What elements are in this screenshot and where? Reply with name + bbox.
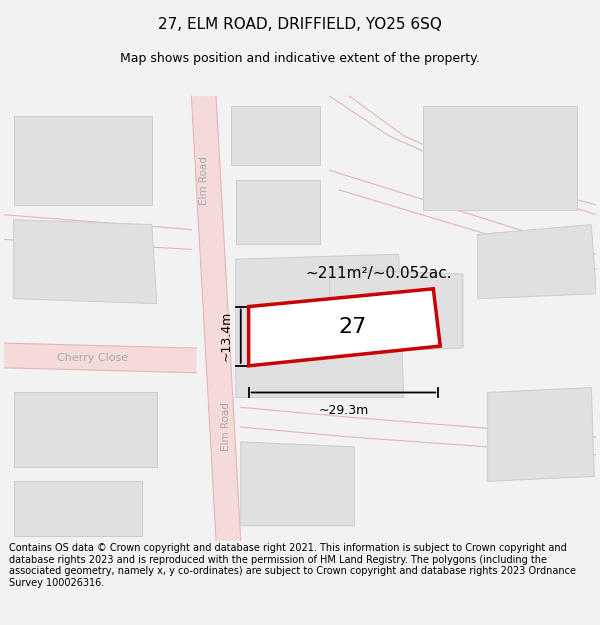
Polygon shape: [14, 392, 157, 466]
Polygon shape: [14, 219, 157, 304]
Polygon shape: [424, 106, 577, 210]
Polygon shape: [248, 289, 440, 366]
Polygon shape: [231, 106, 320, 166]
Polygon shape: [14, 481, 142, 536]
Polygon shape: [329, 269, 463, 353]
Polygon shape: [4, 343, 196, 372]
Text: Cherry Close: Cherry Close: [57, 353, 128, 363]
Text: ~29.3m: ~29.3m: [319, 404, 368, 418]
Polygon shape: [236, 180, 320, 244]
Polygon shape: [488, 388, 594, 481]
Polygon shape: [14, 116, 152, 205]
Text: ~211m²/~0.052ac.: ~211m²/~0.052ac.: [305, 266, 452, 281]
Polygon shape: [241, 442, 355, 526]
Polygon shape: [236, 254, 404, 398]
Polygon shape: [478, 224, 596, 299]
Text: Map shows position and indicative extent of the property.: Map shows position and indicative extent…: [120, 52, 480, 65]
Text: Elm Road: Elm Road: [199, 156, 209, 204]
Text: Contains OS data © Crown copyright and database right 2021. This information is : Contains OS data © Crown copyright and d…: [9, 543, 576, 588]
Text: ~13.4m: ~13.4m: [220, 311, 233, 361]
Text: 27: 27: [338, 317, 367, 337]
Polygon shape: [191, 96, 241, 541]
Text: 27, ELM ROAD, DRIFFIELD, YO25 6SQ: 27, ELM ROAD, DRIFFIELD, YO25 6SQ: [158, 17, 442, 32]
Text: Elm Road: Elm Road: [221, 402, 231, 451]
